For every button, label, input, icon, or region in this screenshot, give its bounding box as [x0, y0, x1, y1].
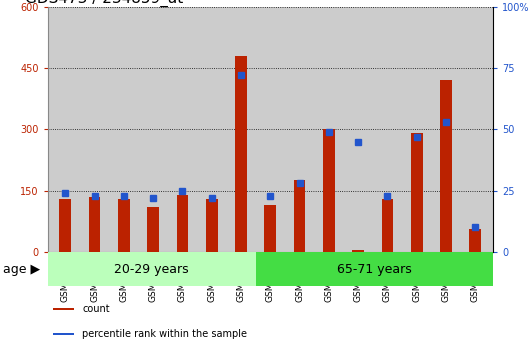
Bar	[176, 195, 188, 252]
Bar	[470, 229, 481, 252]
Text: 20-29 years: 20-29 years	[114, 263, 189, 276]
Bar	[440, 80, 452, 252]
Text: age ▶: age ▶	[3, 263, 40, 276]
Text: 65-71 years: 65-71 years	[337, 263, 412, 276]
Bar	[147, 207, 159, 252]
Bar	[352, 250, 364, 252]
Bar	[118, 199, 130, 252]
Bar	[382, 199, 393, 252]
Bar	[48, 252, 255, 286]
Bar	[264, 205, 276, 252]
Bar	[255, 252, 493, 286]
Bar	[323, 129, 335, 252]
Text: count: count	[82, 304, 110, 314]
Text: GDS473 / 234859_at: GDS473 / 234859_at	[25, 0, 184, 7]
Text: percentile rank within the sample: percentile rank within the sample	[82, 329, 247, 339]
Bar	[206, 199, 218, 252]
Bar	[294, 180, 305, 252]
Bar	[411, 134, 422, 252]
Bar	[53, 308, 74, 310]
Bar	[235, 56, 247, 252]
Bar	[53, 333, 74, 335]
Bar	[59, 199, 71, 252]
Bar	[89, 197, 100, 252]
